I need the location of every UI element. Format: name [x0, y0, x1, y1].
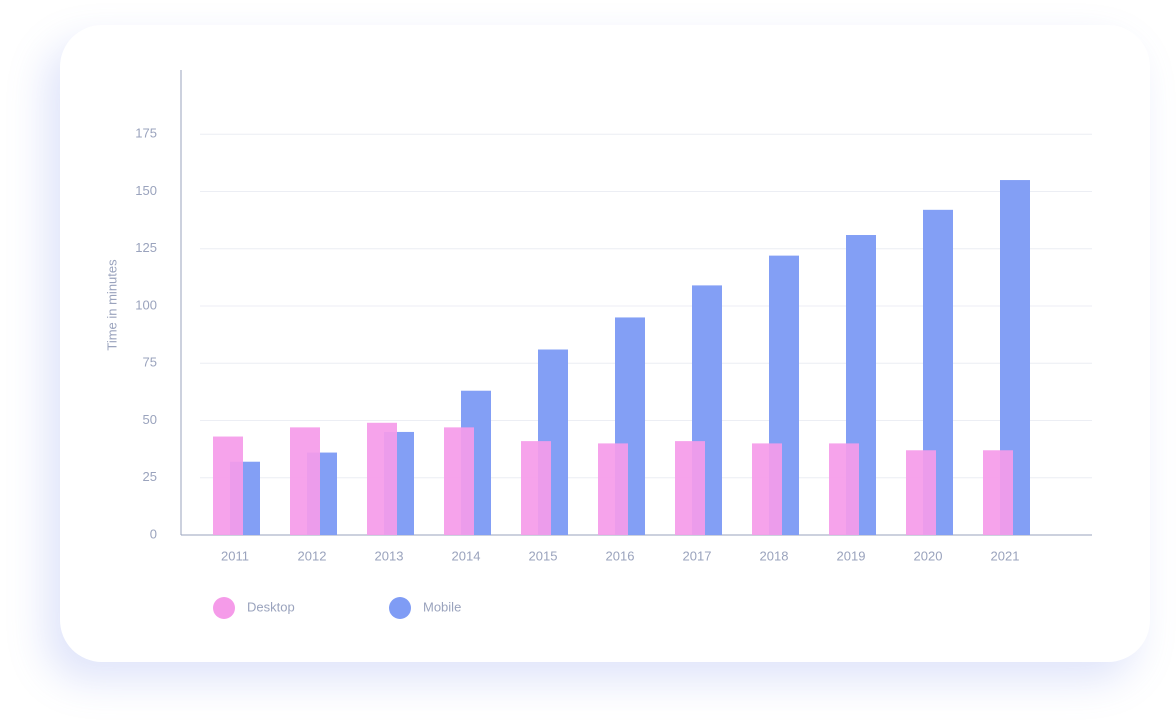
x-tick-label: 2018	[760, 548, 789, 563]
x-tick-label: 2017	[683, 548, 712, 563]
y-tick-label: 175	[135, 126, 157, 141]
card	[60, 25, 1150, 662]
bar	[675, 441, 705, 535]
legend-label: Desktop	[247, 599, 295, 614]
y-tick-label: 125	[135, 240, 157, 255]
x-tick-label: 2011	[221, 548, 249, 563]
y-tick-label: 75	[143, 355, 157, 370]
x-tick-label: 2013	[375, 548, 404, 563]
x-tick-label: 2020	[914, 548, 943, 563]
bar	[983, 450, 1013, 535]
x-tick-label: 2016	[606, 548, 635, 563]
legend-marker	[389, 597, 411, 619]
legend-marker	[213, 597, 235, 619]
y-tick-label: 0	[150, 526, 157, 541]
y-axis-label: Time in minutes	[104, 259, 119, 351]
bar	[213, 436, 243, 535]
y-tick-label: 50	[143, 412, 157, 427]
y-tick-label: 100	[135, 297, 157, 312]
bar	[598, 443, 628, 535]
bar	[290, 427, 320, 535]
bar	[829, 443, 859, 535]
bar	[367, 422, 397, 535]
bar	[752, 443, 782, 535]
bar	[906, 450, 936, 535]
legend-label: Mobile	[423, 599, 461, 614]
x-tick-label: 2019	[837, 548, 866, 563]
x-tick-label: 2015	[529, 548, 558, 563]
x-tick-label: 2012	[298, 548, 327, 563]
x-tick-label: 2021	[991, 548, 1020, 563]
bar	[444, 427, 474, 535]
bar	[521, 441, 551, 535]
y-tick-label: 150	[135, 183, 157, 198]
y-tick-label: 25	[143, 469, 157, 484]
x-tick-label: 2014	[452, 548, 481, 563]
